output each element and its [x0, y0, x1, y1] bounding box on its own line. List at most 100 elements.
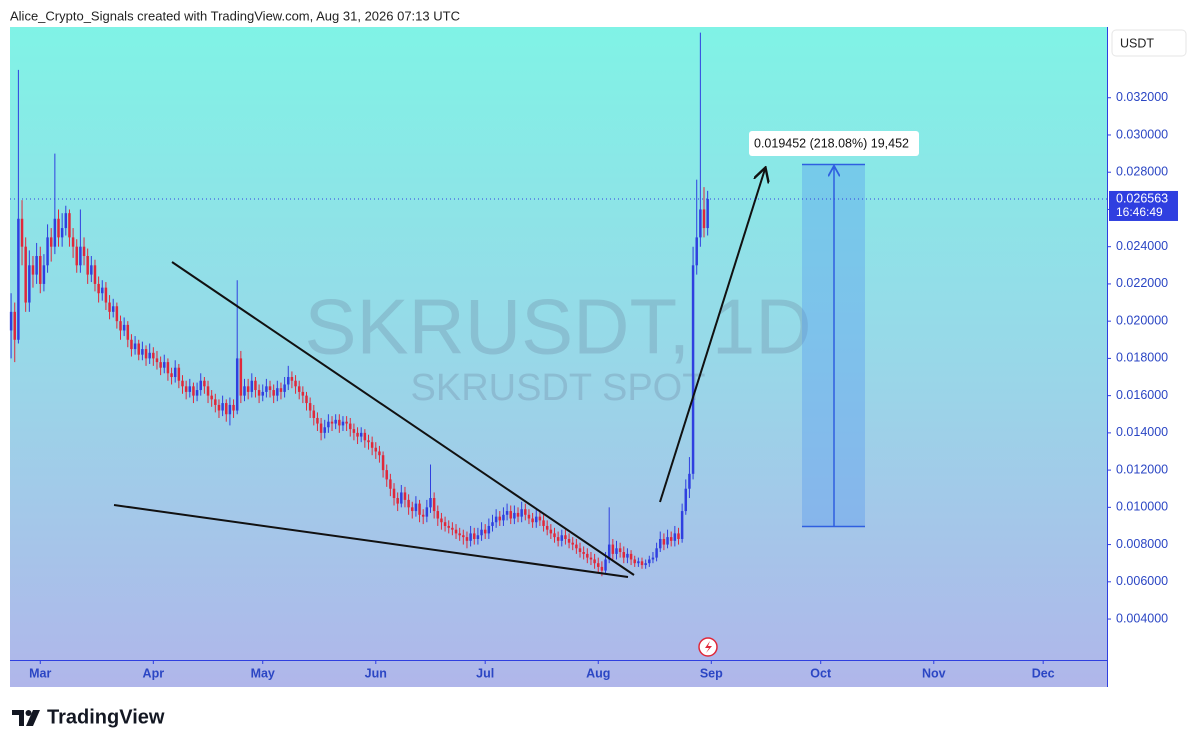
candle-body [192, 386, 195, 396]
candle-body [403, 492, 407, 500]
candle-body [203, 380, 206, 387]
candle-body [531, 518, 534, 523]
candle-body [637, 561, 640, 564]
candle-body [327, 421, 330, 428]
candle-body [57, 218, 60, 238]
candle-body [640, 561, 644, 566]
candle-body [163, 362, 166, 368]
candle-body [655, 548, 658, 558]
candle-body [287, 377, 290, 385]
candle-body [651, 557, 655, 560]
y-tick-label: 0.018000 [1116, 351, 1168, 365]
candle-body [578, 548, 582, 553]
x-tick-label: Apr [143, 666, 165, 680]
candle-body [418, 503, 421, 515]
candle-body [250, 380, 254, 392]
candle-body [586, 553, 589, 558]
candle-body [575, 544, 578, 549]
candle-body [469, 533, 472, 541]
y-tick-label: 0.030000 [1116, 127, 1168, 141]
candle-body [363, 432, 367, 441]
candle-body [451, 527, 454, 530]
candle-body [597, 563, 600, 567]
x-tick-label: Aug [586, 666, 610, 680]
candle-body [440, 518, 443, 523]
candle-body [535, 516, 538, 523]
candle-body [465, 537, 469, 541]
candle-body [210, 395, 213, 400]
candle-body [20, 218, 24, 247]
candle-body [447, 525, 450, 528]
candle-body [491, 522, 494, 526]
candle-body [483, 529, 487, 534]
candle-body [473, 533, 476, 539]
candle-body [538, 516, 542, 521]
candle-body [516, 512, 520, 517]
footer-logo: TradingView [12, 706, 165, 728]
candle-body [184, 386, 188, 392]
candle-body [425, 507, 429, 517]
candle-body [93, 265, 97, 284]
candle-body [356, 432, 359, 437]
candle-body [498, 516, 502, 521]
arrow [659, 169, 765, 503]
candle-body [126, 324, 130, 340]
candle-body [28, 265, 31, 303]
candle-body [600, 566, 604, 571]
candle-body [659, 538, 662, 549]
y-tick-label: 0.024000 [1116, 239, 1168, 253]
candle-body [319, 423, 323, 433]
candle-body [137, 343, 140, 355]
candle-body [374, 447, 378, 452]
candle-body [297, 386, 301, 392]
candle-body [400, 492, 403, 504]
candle-body [545, 525, 549, 530]
y-tick-label: 0.006000 [1116, 574, 1168, 588]
candle-body [104, 287, 108, 303]
candle-body [31, 265, 35, 275]
candle-body [338, 419, 341, 426]
candle-body [345, 421, 348, 424]
candle-body [334, 419, 337, 424]
x-tick-label: Sep [700, 666, 723, 680]
candle-body [684, 488, 688, 512]
candle-body [648, 559, 651, 564]
currency-box[interactable] [1111, 29, 1187, 57]
candle-body [119, 321, 122, 331]
logo-mark [25, 710, 32, 716]
candle-body [108, 302, 111, 312]
candle-body [349, 423, 352, 430]
candle-body [589, 557, 593, 560]
candle-body [166, 362, 170, 374]
candle-body [688, 473, 691, 489]
candle-body [24, 246, 27, 303]
candle-body [144, 349, 148, 359]
event-bolt [705, 641, 712, 653]
candle-body [101, 287, 104, 294]
logo-mark [26, 710, 40, 726]
candle-body [582, 552, 585, 554]
candle-body [42, 265, 46, 284]
candle-body [611, 544, 615, 554]
candle-body [524, 509, 527, 515]
header: Alice_Crypto_Signals created with Tradin… [10, 8, 460, 23]
measure-label: 0.019452 (218.08%) 19,452 [754, 136, 909, 150]
y-tick-label: 0.010000 [1116, 500, 1168, 514]
candle-body [673, 533, 677, 541]
candle-body [17, 218, 20, 340]
candle-body [505, 511, 509, 515]
candle-body [644, 563, 647, 566]
logo-mark [12, 710, 24, 726]
candle-body [378, 451, 381, 456]
candle-body [691, 265, 695, 474]
candle-body [680, 511, 684, 539]
candle-body [560, 535, 564, 541]
candle-body [53, 218, 57, 247]
candle-body [305, 395, 308, 404]
trendline [171, 261, 635, 576]
candle-body [97, 283, 100, 294]
event-icon[interactable] [698, 637, 718, 657]
candle-body [316, 417, 319, 424]
